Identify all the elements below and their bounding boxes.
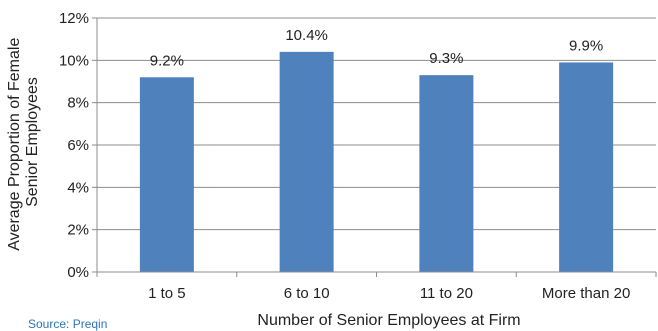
bar xyxy=(279,51,334,272)
bar xyxy=(419,75,474,273)
data-label: 9.9% xyxy=(569,37,603,54)
y-tick-label: 6% xyxy=(67,137,89,154)
y-axis-title: Average Proportion of Female Senior Empl… xyxy=(6,33,41,251)
x-axis-ticks: 1 to 5 6 to 10 11 to 20 More than 20 xyxy=(148,285,630,302)
y-axis-title-line-1: Average Proportion of Female xyxy=(6,38,23,251)
x-tick-label: More than 20 xyxy=(542,285,630,302)
data-label: 10.4% xyxy=(285,27,328,44)
y-tick-label: 10% xyxy=(59,52,89,69)
x-tick-label: 6 to 10 xyxy=(284,285,330,302)
x-tick-label: 1 to 5 xyxy=(148,285,186,302)
y-tick-label: 2% xyxy=(67,222,89,239)
data-label: 9.2% xyxy=(150,52,184,69)
bar xyxy=(139,77,194,273)
y-tick-label: 4% xyxy=(67,179,89,196)
bar xyxy=(559,62,614,273)
axes xyxy=(92,17,657,277)
y-axis-ticks: 0% 2% 4% 6% 8% 10% 12% xyxy=(59,10,89,281)
y-tick-label: 8% xyxy=(67,95,89,112)
y-tick-label: 12% xyxy=(59,10,89,27)
x-axis-title: Number of Senior Employees at Firm xyxy=(257,312,520,329)
data-labels: 9.2% 10.4% 9.3% 9.9% xyxy=(150,27,603,69)
data-label: 9.3% xyxy=(429,50,463,67)
bars xyxy=(139,51,614,273)
source-note: Source: Preqin xyxy=(28,317,108,331)
x-tick-label: 11 to 20 xyxy=(420,285,473,302)
y-axis-title-line-2: Senior Employees xyxy=(24,77,41,207)
y-tick-label: 0% xyxy=(67,264,89,281)
